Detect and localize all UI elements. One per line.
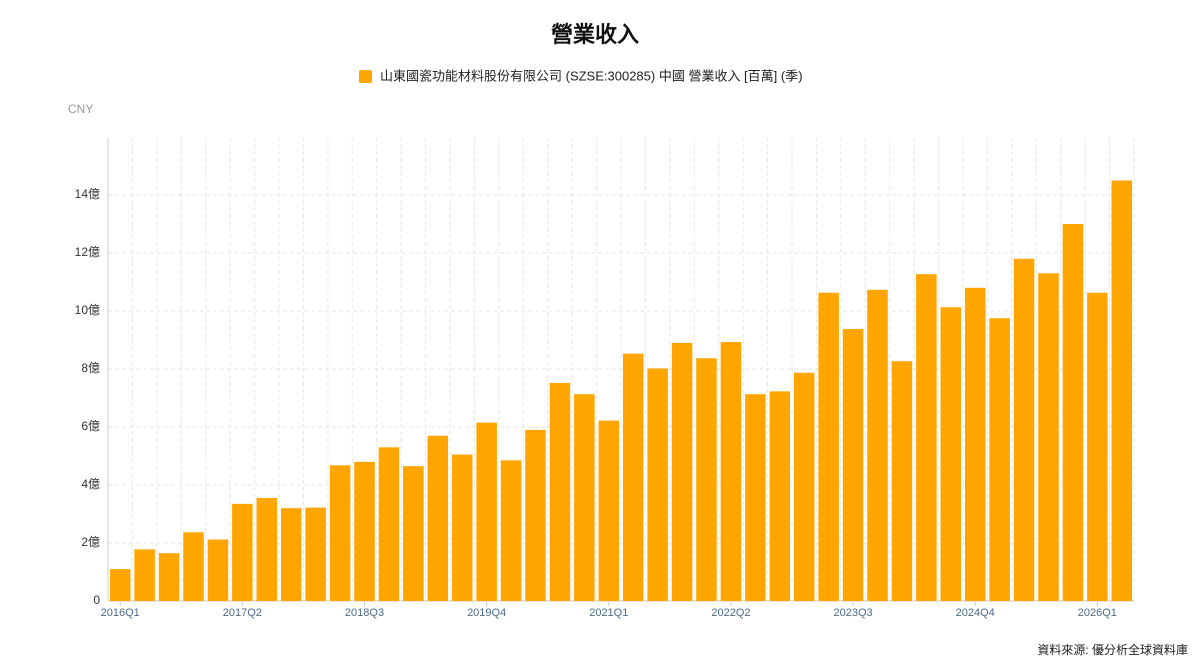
y-tick-label: 2億	[81, 535, 100, 549]
bar	[158, 553, 180, 601]
y-tick-label: 6億	[81, 419, 100, 433]
bar	[549, 382, 571, 601]
chart-title: 營業收入	[551, 22, 639, 47]
bar	[940, 307, 962, 601]
bar	[793, 372, 815, 601]
x-tick-label: 2018Q3	[345, 607, 384, 619]
bar	[1013, 258, 1035, 601]
bar	[574, 394, 595, 601]
y-tick-label: 12億	[75, 245, 100, 259]
bar	[720, 342, 742, 601]
legend-label: 山東國瓷功能材料股份有限公司 (SZSE:300285) 中國 營業收入 [百萬…	[380, 68, 803, 83]
bar	[280, 508, 302, 601]
bar	[207, 539, 229, 601]
bar	[598, 420, 620, 601]
bar	[964, 287, 986, 601]
x-tick-label: 2026Q1	[1078, 607, 1117, 619]
x-tick-label: 2024Q4	[956, 607, 995, 619]
x-tick-label: 2019Q4	[467, 607, 506, 619]
bar	[842, 328, 864, 601]
y-tick-label: 4億	[81, 477, 100, 491]
bar	[354, 461, 375, 601]
bar	[134, 549, 155, 601]
bar	[916, 274, 937, 601]
bar	[525, 429, 546, 601]
bar	[989, 318, 1010, 601]
bar	[329, 465, 351, 601]
bar	[1111, 180, 1133, 601]
bar	[232, 503, 253, 601]
bar	[818, 292, 839, 601]
y-tick-label: 10億	[75, 303, 100, 317]
bar	[378, 447, 400, 601]
bar	[183, 532, 204, 601]
legend-swatch	[359, 70, 372, 83]
bar	[769, 391, 791, 601]
y-tick-label: 0	[93, 593, 100, 607]
bar	[1087, 292, 1108, 601]
y-tick-label: 14億	[75, 187, 100, 201]
bar	[622, 353, 644, 601]
bar	[305, 507, 326, 601]
x-tick-label: 2022Q2	[711, 607, 750, 619]
bar	[427, 435, 449, 601]
bar	[256, 498, 278, 601]
bar	[647, 368, 668, 601]
bar	[1062, 224, 1084, 601]
bar	[867, 289, 888, 601]
bar	[696, 358, 717, 601]
bar	[109, 569, 131, 601]
bar	[1038, 273, 1059, 601]
unit-label: CNY	[68, 102, 93, 116]
x-tick-label: 2016Q1	[101, 607, 140, 619]
source: 資料來源: 優分析全球資料庫	[1037, 642, 1188, 657]
bar	[403, 466, 424, 601]
x-tick-label: 2023Q3	[833, 607, 872, 619]
x-tick-label: 2017Q2	[223, 607, 262, 619]
bar	[451, 454, 473, 601]
bar	[500, 460, 522, 601]
bar	[671, 342, 693, 601]
bar	[476, 422, 497, 601]
bar	[891, 361, 913, 601]
x-tick-label: 2021Q1	[589, 607, 628, 619]
y-tick-label: 8億	[81, 361, 100, 375]
bar	[745, 394, 766, 601]
